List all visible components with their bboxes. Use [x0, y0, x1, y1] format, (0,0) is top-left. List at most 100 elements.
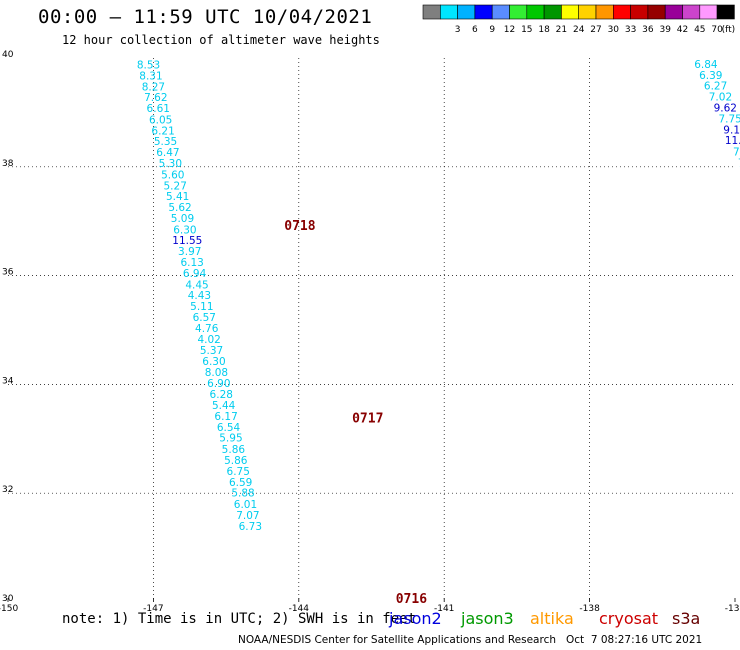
- wave-height-label: 6.84: [694, 59, 718, 71]
- wave-height-label: 7.07: [236, 510, 259, 522]
- scale-swatch: [561, 4, 580, 20]
- pass-time-label: 0716: [396, 592, 427, 607]
- scale-swatch: [526, 4, 545, 20]
- wave-height-label: 6.21: [151, 125, 174, 137]
- chart-subtitle: 12 hour collection of altimeter wave hei…: [62, 33, 380, 47]
- scale-swatch: [474, 4, 493, 20]
- wave-height-label: 6.47: [156, 147, 179, 159]
- wave-height-label: 3.97: [178, 246, 201, 258]
- scale-tick-label: 12: [504, 25, 515, 35]
- x-tick-label: -141: [434, 604, 454, 614]
- wave-height-label: 8.53: [137, 60, 160, 72]
- wave-height-label: 6.90: [207, 378, 230, 390]
- legend-s3a: s3a: [672, 609, 701, 628]
- scale-tick-label: 18: [538, 25, 550, 35]
- x-tick-label: -138: [579, 604, 600, 614]
- y-tick-label: 32: [2, 485, 13, 495]
- scale-swatch: [491, 4, 510, 20]
- y-tick-label: 38: [2, 159, 14, 169]
- wave-height-label: 6.05: [149, 114, 172, 126]
- legend-jason3: jason3: [461, 609, 514, 628]
- scale-tick-label: 21: [556, 25, 567, 35]
- scale-swatch: [664, 4, 683, 20]
- legend-altika: altika: [530, 609, 574, 628]
- x-tick-label: -135: [725, 604, 740, 614]
- wave-height-label: 6.94: [183, 268, 207, 280]
- scale-swatch: [630, 4, 649, 20]
- wave-height-label: 5.27: [164, 180, 187, 192]
- scale-tick-label: 30: [608, 25, 620, 35]
- wave-height-label: 6.75: [227, 466, 250, 478]
- wave-height-label: 5.62: [168, 202, 191, 214]
- wave-height-label: 5.30: [159, 158, 182, 170]
- wave-height-label: 11.55: [172, 235, 202, 247]
- wave-height-label: 6.13: [180, 257, 203, 269]
- chart-title: 00:00 — 11:59 UTC 10/04/2021: [38, 6, 373, 28]
- wave-height-label: 6.73: [239, 521, 262, 533]
- wave-height-label: 9.11: [723, 124, 740, 136]
- x-tick-label: -147: [143, 604, 163, 614]
- wave-height-label: 6.59: [229, 477, 252, 489]
- scale-tick-label: 36: [642, 25, 654, 35]
- scale-tick-label: 9: [489, 25, 495, 35]
- wave-height-label: 4.02: [197, 334, 220, 346]
- x-tick-label: -150: [0, 604, 18, 614]
- wave-height-label: 5.60: [161, 169, 184, 181]
- scale-swatch: [439, 4, 458, 20]
- wave-height-label: 6.27: [704, 81, 727, 93]
- scale-tick-label: 3: [455, 25, 461, 35]
- wave-height-label: 7.75: [718, 113, 740, 125]
- scale-tick-label: 24: [573, 25, 585, 35]
- wave-height-label: 6.57: [193, 312, 216, 324]
- axis-tick-labels: -150 -147 -144 -141 -138 -135 30 32 34 36 38 40: [0, 50, 740, 614]
- scale-unit-label: (ft): [722, 25, 736, 35]
- scale-swatch: [682, 4, 701, 20]
- credit-line: NOAA/NESDIS Center for Satellite Applica…: [238, 634, 703, 646]
- wave-height-label: 8.31: [139, 70, 162, 82]
- wave-height-label: 7.02: [709, 92, 732, 104]
- y-tick-label: 30: [2, 594, 14, 604]
- wave-height-label: 4.43: [188, 290, 211, 302]
- wave-height-label: 4.76: [195, 323, 219, 335]
- scale-tick-label: 45: [694, 25, 705, 35]
- x-tick-label: -144: [289, 604, 310, 614]
- wave-height-label: 6.30: [173, 224, 196, 236]
- wave-height-label: 6.30: [202, 356, 225, 368]
- footer-note: note: 1) Time is in UTC; 2) SWH is in fe…: [62, 611, 417, 627]
- wave-height-label: 8.08: [205, 367, 228, 379]
- scale-tick-label: 42: [677, 25, 688, 35]
- pass-time-label: 0717: [352, 412, 383, 427]
- wave-height-label: 11.69: [725, 135, 740, 147]
- scale-tick-label: 39: [659, 25, 671, 35]
- scale-swatch: [457, 4, 476, 20]
- scale-swatch: [422, 4, 441, 20]
- scale-tick-label: 15: [521, 25, 532, 35]
- wave-height-label: 7.11: [738, 157, 740, 169]
- y-tick-label: 36: [2, 268, 14, 278]
- wave-height-label: 5.37: [200, 345, 223, 357]
- y-tick-label: 34: [2, 376, 14, 386]
- wave-height-points: 8.538.318.277.626.616.056.215.356.475.30…: [137, 59, 740, 533]
- grid-lines: [8, 58, 735, 602]
- wave-height-label: 9.62: [714, 103, 737, 115]
- pass-time-labels: 071807170716013801390: [284, 219, 427, 607]
- scale-swatch: [509, 4, 528, 20]
- scale-swatch: [716, 4, 735, 20]
- color-scale-bar: 3 6 9 12 15 18 21 24 27 30 33 36 39 42 45 70(ft): [422, 4, 736, 35]
- legend-jason2: jason2: [389, 609, 442, 628]
- scale-tick-label: 70: [711, 25, 723, 35]
- wave-height-label: 6.17: [214, 411, 237, 423]
- scale-swatch: [647, 4, 666, 20]
- y-tick-label: 40: [2, 50, 14, 60]
- scale-tick-label: 27: [590, 25, 601, 35]
- wave-height-label: 6.01: [234, 499, 257, 511]
- wave-height-label: 7.62: [144, 92, 167, 104]
- wave-height-label: 4.45: [185, 279, 208, 291]
- wave-height-label: 6.54: [217, 422, 241, 434]
- scale-swatch: [612, 4, 631, 20]
- scale-swatch: [699, 4, 718, 20]
- scale-swatch: [595, 4, 614, 20]
- wave-height-label: 5.86: [224, 455, 248, 467]
- scale-swatch: [578, 4, 597, 20]
